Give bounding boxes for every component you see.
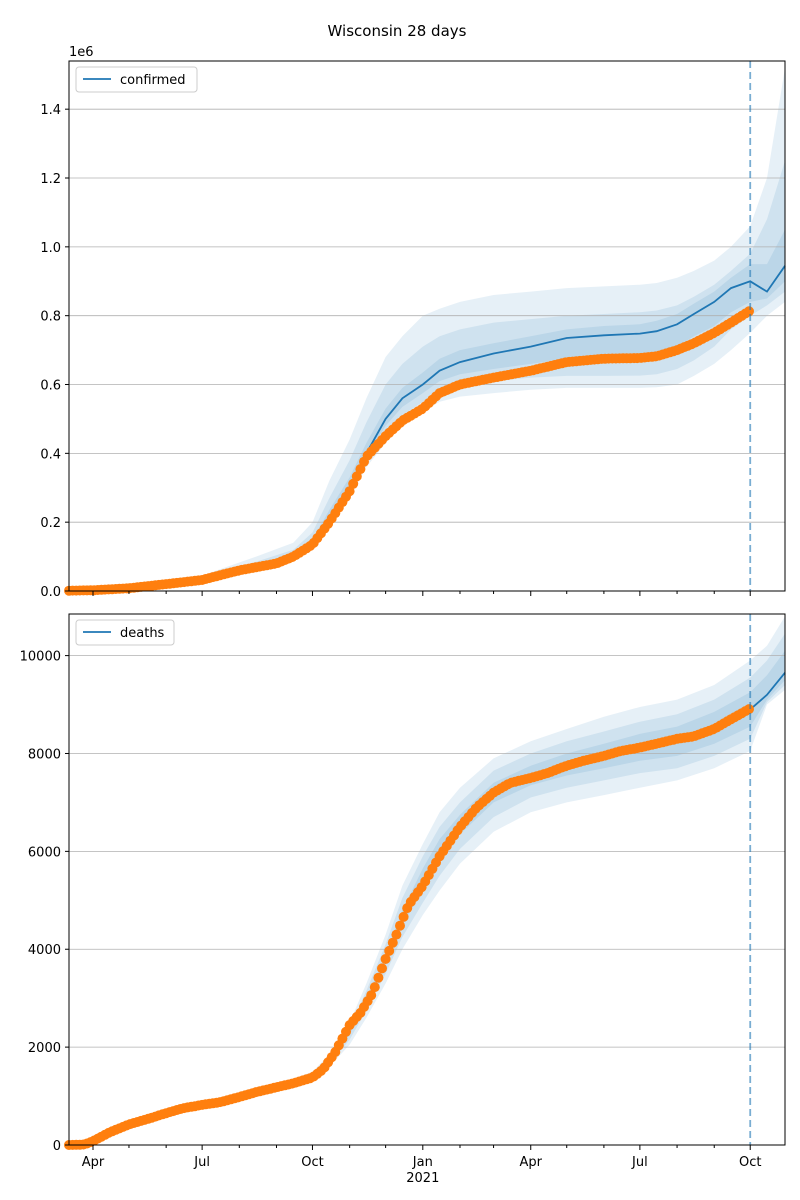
confirmed-x-ticks	[92, 591, 751, 596]
model-line	[749, 672, 786, 711]
uncertainty-band-1	[293, 616, 785, 1082]
uncertainty-band-1	[69, 67, 785, 591]
confirmed-plot-frame	[68, 60, 786, 592]
x-tick-label: Oct	[739, 1155, 761, 1170]
observed-point	[377, 963, 387, 974]
chart-suptitle: Wisconsin 28 days	[328, 22, 467, 40]
y-tick-label: 0.2	[40, 516, 61, 531]
x-tick-label: Jul	[193, 1155, 210, 1170]
observed-point	[744, 704, 754, 715]
observed-point	[380, 954, 391, 964]
observed-point	[384, 945, 395, 956]
deaths-legend-label: deaths	[120, 626, 165, 641]
y-tick-label: 1.4	[40, 103, 61, 118]
observed-point	[391, 929, 402, 940]
deaths-legend[interactable]: deaths	[75, 619, 175, 646]
observed-point	[348, 478, 359, 489]
confirmed-legend-label: confirmed	[120, 73, 186, 88]
observed-point	[344, 486, 355, 497]
observed-point	[387, 937, 398, 948]
confirmed-uncertainty-bands	[69, 67, 785, 591]
x-tick-label: Jul	[631, 1155, 648, 1170]
y-tick-label: 1.0	[40, 241, 61, 256]
confirmed-observed-points	[64, 306, 754, 596]
y-tick-label: 6000	[28, 845, 61, 860]
confirmed-legend-box	[75, 66, 198, 93]
deaths-legend-box	[75, 619, 175, 646]
x-tick-label: Oct	[301, 1155, 323, 1170]
uncertainty-band-2	[69, 160, 785, 591]
observed-point	[369, 982, 380, 993]
deaths-panel: 0 2000 4000 6000 8000 10000 Apr Jul Oct Jan Apr Ju…	[20, 613, 786, 1186]
observed-point	[373, 972, 384, 983]
observed-point	[366, 990, 377, 1001]
confirmed-panel: 1e6 0.0 0.2 0.4 0.6 0.8 1.0 1.2 1.4 confirmed	[40, 45, 786, 600]
y-tick-label: 0	[53, 1139, 61, 1154]
deaths-observed-points	[64, 704, 754, 1150]
y-tick-label: 8000	[28, 747, 61, 762]
y-tick-label: 4000	[28, 943, 61, 958]
y-tick-label: 2000	[28, 1041, 61, 1056]
deaths-model-line-group	[749, 672, 786, 711]
x-tick-label: Apr	[519, 1155, 542, 1170]
x-tick-label: Jan	[412, 1155, 433, 1170]
deaths-x-ticks: Apr Jul Oct Jan Apr Jul Oct 2021	[82, 1145, 761, 1186]
deaths-plot-frame	[68, 613, 786, 1146]
deaths-y-axis: 0 2000 4000 6000 8000 10000	[20, 650, 69, 1154]
confirmed-legend[interactable]: confirmed	[75, 66, 198, 93]
y-tick-label: 0.6	[40, 379, 61, 394]
deaths-uncertainty-bands	[293, 616, 785, 1082]
x-tick-label: Apr	[82, 1155, 105, 1170]
y-tick-label: 10000	[20, 650, 61, 665]
observed-point	[398, 911, 409, 922]
confirmed-offset-label: 1e6	[69, 45, 94, 60]
y-tick-label: 0.0	[40, 585, 61, 600]
observed-point	[355, 464, 366, 475]
observed-point	[744, 306, 754, 317]
confirmed-y-axis: 0.0 0.2 0.4 0.6 0.8 1.0 1.2 1.4	[40, 103, 69, 600]
y-tick-label: 0.4	[40, 447, 61, 462]
y-tick-label: 0.8	[40, 310, 61, 325]
x-year-label: 2021	[406, 1171, 439, 1186]
observed-point	[395, 920, 405, 931]
y-tick-label: 1.2	[40, 172, 61, 187]
